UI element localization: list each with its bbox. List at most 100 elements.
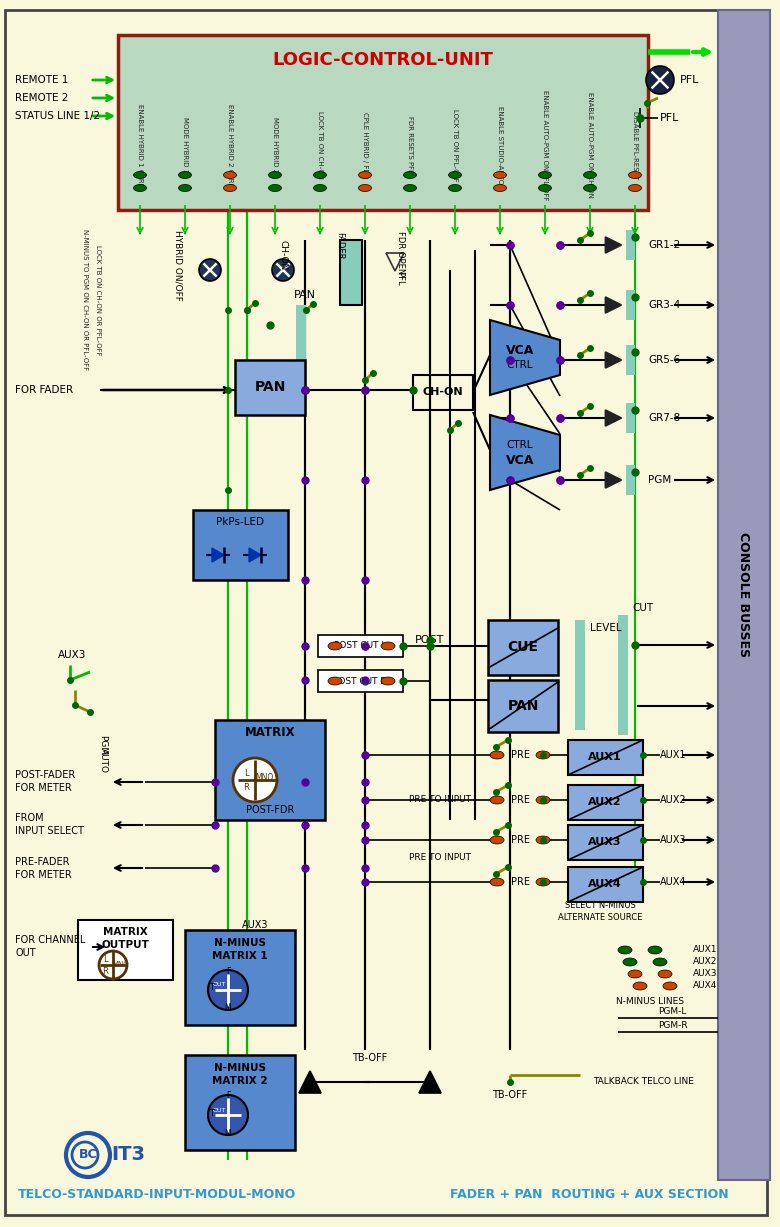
- Polygon shape: [249, 548, 261, 562]
- Polygon shape: [419, 1071, 441, 1093]
- Text: PRE: PRE: [510, 836, 530, 845]
- Text: CH-ON: CH-ON: [278, 239, 288, 270]
- Bar: [318, 670, 403, 692]
- Text: PAN: PAN: [254, 380, 285, 394]
- Ellipse shape: [536, 836, 550, 844]
- Text: ENABLE STUDIO-AUTO: ENABLE STUDIO-AUTO: [497, 106, 503, 184]
- Ellipse shape: [583, 184, 597, 191]
- Ellipse shape: [359, 172, 371, 178]
- Text: R: R: [243, 783, 249, 791]
- Text: LOGIC-CONTROL-UNIT: LOGIC-CONTROL-UNIT: [272, 52, 494, 69]
- Polygon shape: [605, 297, 622, 313]
- Bar: [296, 306, 306, 364]
- Bar: [626, 345, 635, 375]
- Text: CPLE HYBRID / FDR: CPLE HYBRID / FDR: [362, 112, 368, 178]
- Ellipse shape: [133, 172, 147, 178]
- Bar: [568, 785, 643, 820]
- Text: MATRIX 1: MATRIX 1: [212, 951, 268, 961]
- Ellipse shape: [628, 971, 642, 978]
- Text: FOR FADER: FOR FADER: [15, 385, 73, 395]
- Bar: [575, 620, 585, 730]
- Circle shape: [646, 66, 674, 94]
- Polygon shape: [605, 352, 622, 368]
- Text: LOCK TB ON PFL-OFF: LOCK TB ON PFL-OFF: [452, 109, 458, 182]
- Text: T: T: [210, 1108, 215, 1118]
- Ellipse shape: [381, 642, 395, 650]
- Ellipse shape: [268, 184, 282, 191]
- Text: POST: POST: [415, 636, 445, 645]
- Text: FADER: FADER: [335, 232, 345, 259]
- Ellipse shape: [403, 172, 417, 178]
- Ellipse shape: [490, 751, 504, 760]
- Text: GR5-6: GR5-6: [648, 355, 680, 364]
- Text: F: F: [226, 1092, 230, 1101]
- Text: PGM-R: PGM-R: [658, 1022, 688, 1031]
- Ellipse shape: [490, 796, 504, 804]
- Text: AUX4: AUX4: [693, 982, 718, 990]
- Text: FOR CHANNEL: FOR CHANNEL: [15, 935, 85, 945]
- Text: POST CUT R: POST CUT R: [333, 676, 387, 686]
- Circle shape: [199, 259, 221, 281]
- Ellipse shape: [179, 172, 192, 178]
- Text: GR7-8: GR7-8: [648, 413, 680, 423]
- Bar: [193, 510, 288, 580]
- Bar: [215, 720, 325, 820]
- Ellipse shape: [629, 184, 641, 191]
- Text: TALKBACK TELCO LINE: TALKBACK TELCO LINE: [593, 1077, 694, 1086]
- Text: MATRIX 2: MATRIX 2: [212, 1076, 268, 1086]
- Polygon shape: [605, 237, 622, 253]
- Bar: [618, 615, 628, 735]
- Ellipse shape: [328, 642, 342, 650]
- Bar: [78, 920, 173, 980]
- Text: AUX3: AUX3: [58, 650, 87, 660]
- Bar: [185, 1055, 295, 1150]
- Text: T: T: [210, 984, 215, 993]
- Text: PRE: PRE: [510, 877, 530, 887]
- Text: TB-OFF: TB-OFF: [492, 1090, 527, 1099]
- Text: LOCK TB ON CH-ON: LOCK TB ON CH-ON: [317, 110, 323, 179]
- Text: SELECT N-MINUS: SELECT N-MINUS: [565, 901, 636, 909]
- Text: ENABLE AUTO-PGM ON PFL-OFF: ENABLE AUTO-PGM ON PFL-OFF: [542, 90, 548, 200]
- Ellipse shape: [359, 184, 371, 191]
- Polygon shape: [490, 415, 560, 490]
- Circle shape: [99, 951, 127, 979]
- Text: AUX3: AUX3: [242, 920, 268, 930]
- Text: VCA: VCA: [505, 454, 534, 466]
- Text: FOR METER: FOR METER: [15, 783, 72, 793]
- Text: GR3-4: GR3-4: [648, 299, 680, 310]
- Text: MODE HYBRID 1: MODE HYBRID 1: [182, 117, 188, 173]
- Text: OUT: OUT: [15, 948, 36, 958]
- Text: POST-FDR: POST-FDR: [246, 805, 294, 815]
- Bar: [118, 36, 648, 210]
- Polygon shape: [299, 1071, 321, 1093]
- Bar: [568, 740, 643, 775]
- Ellipse shape: [224, 184, 236, 191]
- Text: FOR METER: FOR METER: [15, 870, 72, 880]
- Text: ENABLE HYBRID 2 CTRL: ENABLE HYBRID 2 CTRL: [227, 104, 233, 187]
- Bar: [568, 825, 643, 860]
- Ellipse shape: [658, 971, 672, 978]
- Text: PGM-L: PGM-L: [658, 1007, 686, 1016]
- Text: PRE TO INPUT: PRE TO INPUT: [409, 795, 471, 805]
- Text: OUT: OUT: [212, 983, 225, 988]
- Text: AUX1: AUX1: [588, 752, 622, 762]
- Text: CTRL: CTRL: [507, 440, 534, 450]
- Text: ENABLE HYBRID 1 CTRL: ENABLE HYBRID 1 CTRL: [137, 104, 143, 187]
- Text: N-MINUS: N-MINUS: [214, 937, 266, 948]
- Text: POST-FADER: POST-FADER: [15, 771, 75, 780]
- Ellipse shape: [663, 982, 677, 990]
- Ellipse shape: [448, 172, 462, 178]
- Text: CUE: CUE: [508, 640, 538, 654]
- Text: LEVEL: LEVEL: [590, 623, 622, 633]
- Text: STATUS LINE 1/2: STATUS LINE 1/2: [15, 110, 100, 121]
- Text: PFL: PFL: [680, 75, 700, 85]
- Circle shape: [272, 259, 294, 281]
- Text: CTRL: CTRL: [507, 360, 534, 371]
- Text: R: R: [102, 968, 108, 977]
- Ellipse shape: [403, 184, 417, 191]
- Circle shape: [208, 1094, 248, 1135]
- Text: POST CUT L: POST CUT L: [334, 642, 386, 650]
- Bar: [413, 375, 473, 410]
- Text: TELCO-STANDARD-INPUT-MODUL-MONO: TELCO-STANDARD-INPUT-MODUL-MONO: [18, 1189, 296, 1201]
- Text: AUX2: AUX2: [693, 957, 718, 967]
